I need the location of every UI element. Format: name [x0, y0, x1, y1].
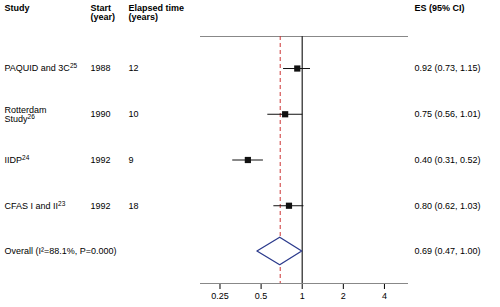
svg-text:0.75 (0.56, 1.01): 0.75 (0.56, 1.01): [415, 109, 481, 119]
svg-text:1992: 1992: [91, 155, 111, 165]
svg-text:1990: 1990: [91, 109, 111, 119]
svg-text:0.5: 0.5: [255, 291, 268, 301]
svg-text:2: 2: [341, 291, 346, 301]
svg-text:RotterdamStudy26: RotterdamStudy26: [5, 105, 47, 124]
svg-text:Study: Study: [5, 3, 30, 13]
svg-text:Overall (I²=88.1%, P=0.000): Overall (I²=88.1%, P=0.000): [5, 246, 117, 256]
svg-text:4: 4: [382, 291, 387, 301]
svg-text:0.25: 0.25: [211, 291, 229, 301]
svg-text:18: 18: [129, 201, 139, 211]
svg-text:10: 10: [129, 109, 139, 119]
svg-text:0.40 (0.31, 0.52): 0.40 (0.31, 0.52): [415, 155, 481, 165]
svg-text:0.80 (0.62, 1.03): 0.80 (0.62, 1.03): [415, 201, 481, 211]
svg-text:0.92 (0.73, 1.15): 0.92 (0.73, 1.15): [415, 63, 481, 73]
svg-text:1: 1: [300, 291, 305, 301]
svg-text:ES (95% CI): ES (95% CI): [415, 3, 465, 13]
svg-text:IIDP24: IIDP24: [5, 153, 30, 165]
svg-text:0.69 (0.47, 1.00): 0.69 (0.47, 1.00): [415, 246, 481, 256]
svg-text:1992: 1992: [91, 201, 111, 211]
svg-text:PAQUID and 3C25: PAQUID and 3C25: [5, 62, 78, 73]
svg-text:Start(year): Start(year): [91, 3, 116, 22]
svg-text:9: 9: [129, 155, 134, 165]
svg-text:1988: 1988: [91, 63, 111, 73]
svg-text:CFAS I and II23: CFAS I and II23: [5, 199, 66, 211]
svg-text:12: 12: [129, 63, 139, 73]
svg-text:Elapsed time(years): Elapsed time(years): [129, 3, 185, 22]
